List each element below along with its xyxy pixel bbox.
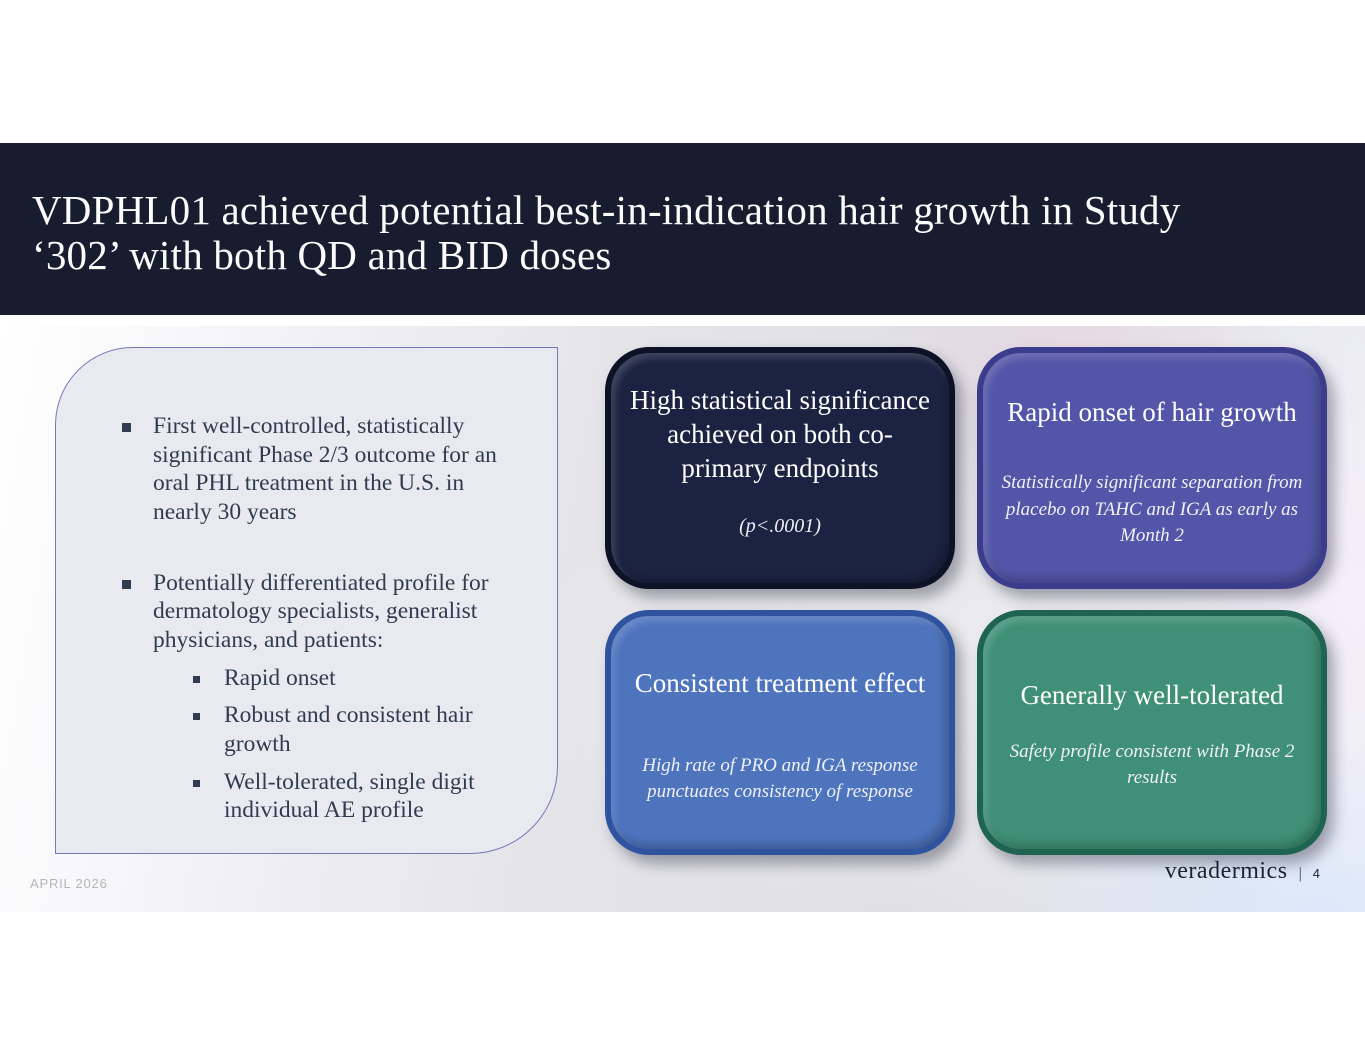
bullet-item: Potentially differentiated profile for d… [118,569,519,825]
header-band: VDPHL01 achieved potential best-in-indic… [0,143,1365,315]
page-title: VDPHL01 achieved potential best-in-indic… [32,186,1325,278]
title-line-2: ‘302’ with both QD and BID doses [32,232,612,278]
brand-divider: | [1298,865,1302,882]
bullet-square-icon [193,779,200,787]
title-line-1: VDPHL01 achieved potential best-in-indic… [32,186,1181,233]
card-title: Consistent treatment effect [634,668,926,698]
sub-bullet-item: Rapid onset [193,664,519,693]
sub-bullet-list: Rapid onset Robust and consistent hair g… [193,664,519,825]
card-title: Generally well-tolerated [1020,680,1284,710]
bullet-square-icon [122,423,131,432]
bullet-text-main: Potentially differentiated profile for d… [153,569,489,653]
card-subtitle: Statistically significant separation fro… [1001,472,1303,546]
card-subtitle: High rate of PRO and IGA response punctu… [642,754,918,802]
brand-wordmark: veradermics [1164,858,1288,884]
key-points-panel: First well-controlled, statistically sig… [55,347,558,854]
footer-date: APRIL 2026 [30,876,108,891]
card-title: Rapid onset of hair growth [1007,397,1297,427]
sub-bullet-text: Well-tolerated, single digit individual … [224,768,475,824]
sub-bullet-text: Robust and consistent hair growth [224,702,473,757]
card-well-tolerated: Generally well-tolerated Safety profile … [977,610,1327,855]
sub-bullet-item: Robust and consistent hair growth [193,701,519,758]
bullet-item: First well-controlled, statistically sig… [118,412,519,527]
card-rapid-onset: Rapid onset of hair growth Statistically… [977,347,1327,589]
sub-bullet-item: Well-tolerated, single digit individual … [193,768,519,825]
bullet-text: First well-controlled, statistically sig… [153,413,497,525]
card-title: High statistical significance achieved o… [630,385,930,484]
card-subtitle: (p<.0001) [739,515,821,538]
page-number: 4 [1312,866,1320,881]
brand-logo: veradermics | 4 [1165,858,1320,885]
bullet-square-icon [122,579,131,589]
bullet-text: Potentially differentiated profile for d… [153,569,519,825]
cards-grid: High statistical significance achieved o… [605,347,1327,855]
card-statistical-significance: High statistical significance achieved o… [605,347,955,589]
sub-bullet-text: Rapid onset [224,664,336,691]
bullet-square-icon [193,675,200,683]
card-consistent-effect: Consistent treatment effect High rate of… [605,610,955,855]
card-subtitle: Safety profile consistent with Phase 2 r… [1009,740,1295,788]
bullet-square-icon [193,713,200,721]
